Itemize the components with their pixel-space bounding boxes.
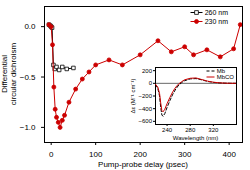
svg-text:100: 100 — [89, 150, 103, 159]
html-text:260 nm: 260 nm — [204, 9, 228, 16]
html-text:Δε (M⁻¹ cm⁻¹): Δε (M⁻¹ cm⁻¹) — [129, 78, 135, 113]
html-text:MbCO: MbCO — [216, 73, 234, 80]
svg-text:0.0: 0.0 — [24, 22, 36, 31]
svg-text:280: 280 — [185, 127, 196, 133]
svg-text:0: 0 — [49, 150, 54, 159]
svg-text:240: 240 — [162, 127, 173, 133]
html-text:Pump-probe delay (psec): Pump-probe delay (psec) — [98, 160, 188, 169]
html-text:Wavelength (nm): Wavelength (nm) — [172, 135, 219, 141]
html-text:Differential circular dichrois: Differential circular dichroism — [0, 42, 18, 106]
svg-text:−600: −600 — [138, 118, 152, 124]
svg-text:320: 320 — [208, 127, 219, 133]
html-text:Mb: Mb — [216, 67, 225, 74]
svg-text:−1.0: −1.0 — [20, 123, 36, 132]
svg-text:0: 0 — [149, 80, 153, 86]
svg-text:400: 400 — [222, 150, 236, 159]
svg-text:200: 200 — [133, 150, 147, 159]
svg-text:−0.5: −0.5 — [20, 73, 36, 82]
svg-text:−400: −400 — [138, 106, 152, 112]
svg-text:−200: −200 — [138, 93, 152, 99]
html-text:230 nm: 230 nm — [204, 18, 228, 25]
svg-text:300: 300 — [178, 150, 192, 159]
svg-text:200: 200 — [142, 68, 153, 74]
